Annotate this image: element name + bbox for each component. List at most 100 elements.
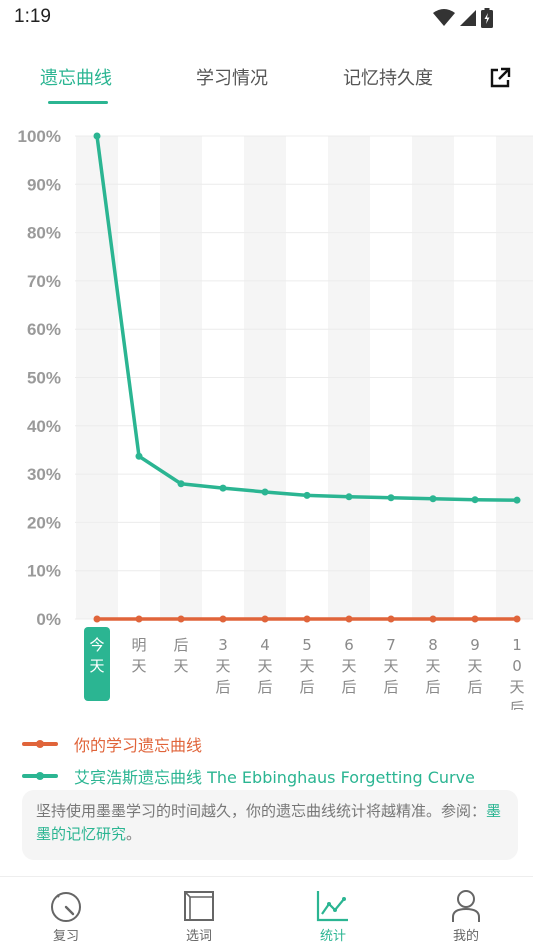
x-tick-label: 后 [257, 678, 272, 696]
status-bar: 1:19 [0, 0, 533, 36]
x-tick-label: 明 [131, 636, 146, 654]
book-icon [184, 891, 214, 921]
user-curve-point [513, 615, 521, 623]
x-tick-label: 天 [425, 657, 440, 675]
share-icon[interactable] [489, 67, 511, 89]
x-tick-label: 天 [89, 657, 104, 675]
nav-select-words[interactable]: 选词 [159, 889, 239, 944]
x-tick-label: 后 [215, 678, 230, 696]
accuracy-note: 坚持使用墨墨学习的时间越久，你的遗忘曲线统计将越精准。参阅：墨墨的记忆研究。 [22, 790, 518, 860]
x-tick-label: 天 [341, 657, 356, 675]
nav-label: 我的 [452, 929, 479, 944]
tab-memory-durability[interactable]: 记忆持久度 [343, 68, 433, 89]
x-tick-label: 天 [383, 657, 398, 675]
x-tick-label: 天 [173, 657, 188, 675]
user-curve-point [387, 615, 395, 623]
y-tick-label: 90% [27, 175, 61, 194]
tab-bar: 遗忘曲线 学习情况 记忆持久度 [0, 52, 533, 108]
tab-forgetting-curve[interactable]: 遗忘曲线 [40, 68, 112, 89]
nav-label: 复习 [52, 929, 79, 944]
ebbinghaus-curve-point [513, 496, 521, 504]
legend-swatch-ebbinghaus-curve [22, 772, 58, 780]
user-curve-point [219, 615, 227, 623]
x-tick-label: 5 [302, 636, 312, 654]
y-tick-label: 20% [27, 513, 61, 532]
battery-icon [481, 8, 493, 28]
legend-swatch-user-curve [22, 740, 58, 748]
user-curve-point [345, 615, 353, 623]
x-tick-label: 天 [467, 657, 482, 675]
user-curve-point [261, 615, 269, 623]
clock-gauge-icon [51, 892, 81, 922]
ebbinghaus-curve-point [471, 496, 479, 504]
y-tick-label: 80% [27, 224, 61, 243]
user-curve-point [471, 615, 479, 623]
cellular-signal-icon [460, 10, 476, 26]
x-tick-label: 0 [512, 657, 522, 675]
note-text: 坚持使用墨墨学习的时间越久，你的遗忘曲线统计将越精准。参阅： [36, 802, 487, 820]
wifi-icon [433, 9, 455, 26]
status-time: 1:19 [14, 6, 51, 27]
x-tick-label: 天 [131, 657, 146, 675]
legend-item-user-curve: 你的学习遗忘曲线 [22, 728, 522, 760]
chart-legend: 你的学习遗忘曲线 艾宾浩斯遗忘曲线 The Ebbinghaus Forgett… [22, 728, 522, 792]
x-tick-label: 后 [299, 678, 314, 696]
user-curve-point [177, 615, 185, 623]
ebbinghaus-curve-point [219, 484, 227, 492]
x-tick-label: 天 [299, 657, 314, 675]
y-tick-label: 40% [27, 417, 61, 436]
x-tick-highlight [84, 627, 110, 701]
ebbinghaus-curve-point [177, 480, 185, 488]
status-icons [433, 8, 493, 28]
chart-icon [316, 891, 348, 922]
user-curve-point [303, 615, 311, 623]
y-tick-label: 100% [18, 127, 61, 146]
ebbinghaus-curve-point [429, 495, 437, 503]
y-tick-label: 60% [27, 320, 61, 339]
x-tick-label: 6 [344, 636, 354, 654]
y-tick-label: 10% [27, 562, 61, 581]
x-tick-label: 后 [173, 636, 188, 654]
x-tick-label: 天 [509, 678, 524, 696]
memory-research-link[interactable]: 墨墨的记忆研究 [36, 802, 502, 843]
user-curve-point [429, 615, 437, 623]
x-tick-label: 7 [386, 636, 396, 654]
nav-label: 统计 [319, 929, 346, 944]
y-tick-label: 70% [27, 272, 61, 291]
x-tick-label: 天 [257, 657, 272, 675]
x-tick-label: 后 [341, 678, 356, 696]
x-tick-label: 后 [425, 678, 440, 696]
active-tab-indicator [48, 101, 108, 104]
x-tick-label: 8 [428, 636, 438, 654]
x-tick-label: 1 [512, 636, 522, 654]
x-tick-label: 4 [260, 636, 270, 654]
y-tick-label: 0% [36, 610, 61, 629]
note-suffix: 。 [126, 825, 142, 843]
x-tick-label: 9 [470, 636, 480, 654]
nav-label: 选词 [185, 929, 212, 944]
nav-review[interactable]: 复习 [26, 889, 106, 944]
x-tick-label: 3 [218, 636, 228, 654]
nav-statistics[interactable]: 统计 [293, 889, 373, 944]
x-tick-label: 天 [215, 657, 230, 675]
x-tick-label: 后 [383, 678, 398, 696]
bottom-navigation: 复习 选词 统计 我的 [0, 876, 533, 947]
ebbinghaus-curve-point [387, 494, 395, 502]
user-curve-point [135, 615, 143, 623]
tab-learning-status[interactable]: 学习情况 [196, 68, 268, 89]
x-tick-label: 后 [509, 699, 524, 710]
ebbinghaus-curve-point [303, 491, 311, 499]
legend-label: 艾宾浩斯遗忘曲线 The Ebbinghaus Forgetting Curve [74, 768, 475, 787]
x-tick-label: 后 [467, 678, 482, 696]
ebbinghaus-curve-point [135, 452, 143, 460]
y-tick-label: 50% [27, 369, 61, 388]
ebbinghaus-curve-point [345, 493, 353, 501]
forgetting-curve-chart: 0%10%20%30%40%50%60%70%80%90%100%今天明天后天3… [18, 127, 533, 710]
person-icon [452, 890, 480, 922]
legend-item-ebbinghaus-curve: 艾宾浩斯遗忘曲线 The Ebbinghaus Forgetting Curve [22, 760, 522, 792]
y-tick-label: 30% [27, 465, 61, 484]
ebbinghaus-curve-point [93, 132, 101, 140]
ebbinghaus-curve-point [261, 488, 269, 496]
x-tick-label: 今 [89, 636, 104, 654]
nav-profile[interactable]: 我的 [426, 889, 506, 944]
